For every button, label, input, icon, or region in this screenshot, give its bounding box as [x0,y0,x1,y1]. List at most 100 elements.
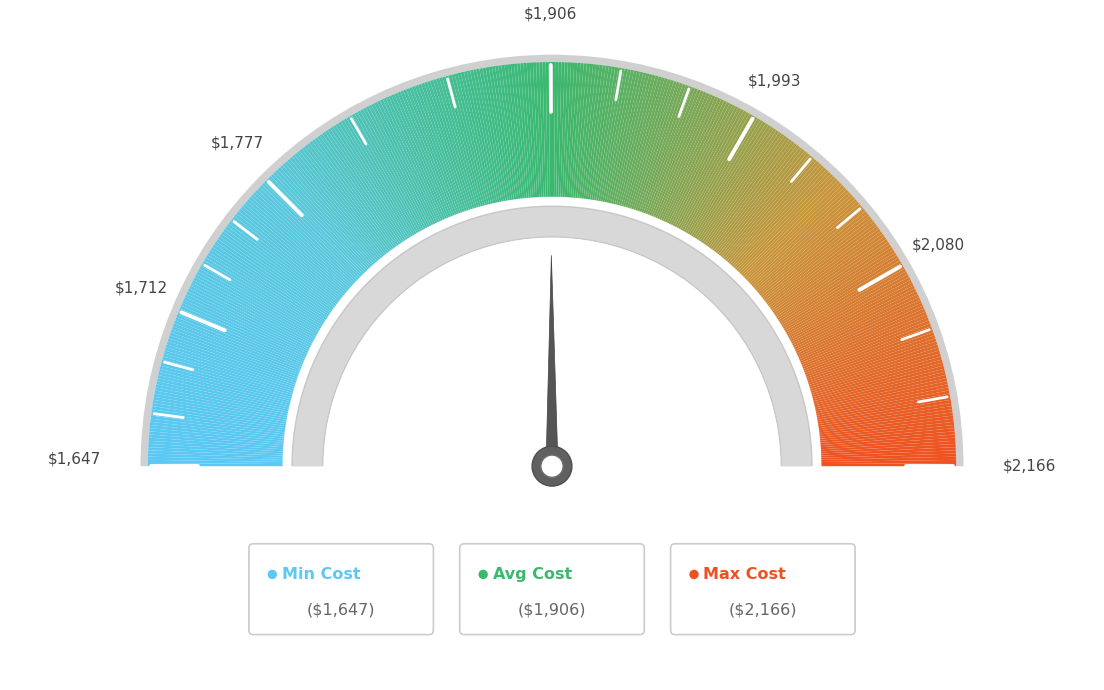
Wedge shape [730,163,821,266]
Wedge shape [779,250,895,324]
Wedge shape [452,74,487,205]
Wedge shape [749,190,849,284]
Wedge shape [322,132,401,244]
Wedge shape [385,97,443,221]
Wedge shape [718,147,803,255]
Wedge shape [821,451,956,457]
Wedge shape [769,228,881,310]
Wedge shape [151,409,285,431]
Wedge shape [301,147,386,255]
Wedge shape [680,110,746,230]
Wedge shape [270,174,367,273]
Wedge shape [571,63,584,197]
Wedge shape [182,300,307,357]
Wedge shape [635,82,680,210]
Wedge shape [156,384,288,413]
Wedge shape [161,359,293,397]
Wedge shape [412,86,460,213]
Wedge shape [682,112,750,231]
Wedge shape [406,88,457,215]
Wedge shape [542,62,548,197]
Wedge shape [781,253,896,326]
Wedge shape [592,66,615,200]
Wedge shape [415,85,463,213]
Wedge shape [436,78,477,208]
Wedge shape [236,211,343,297]
Wedge shape [598,68,625,201]
Wedge shape [760,208,866,296]
Wedge shape [608,71,640,204]
Wedge shape [752,194,853,286]
Circle shape [689,570,699,579]
Circle shape [478,570,488,579]
Wedge shape [325,130,402,244]
Wedge shape [698,127,774,241]
Wedge shape [703,132,782,244]
Wedge shape [737,174,834,273]
Wedge shape [217,237,330,315]
Text: $2,166: $2,166 [1004,459,1057,473]
Wedge shape [211,247,326,322]
Wedge shape [795,291,917,351]
Wedge shape [821,463,956,466]
Wedge shape [157,378,289,409]
Wedge shape [721,150,807,257]
Wedge shape [445,75,482,206]
Wedge shape [807,335,935,381]
Wedge shape [820,431,955,445]
Wedge shape [259,185,359,280]
Wedge shape [800,308,925,363]
Wedge shape [736,172,831,271]
Wedge shape [776,241,890,318]
Wedge shape [508,64,524,198]
Wedge shape [221,231,332,311]
Wedge shape [677,108,741,228]
Wedge shape [601,68,628,201]
Wedge shape [185,294,308,353]
Wedge shape [552,62,555,197]
Wedge shape [661,97,719,221]
Wedge shape [149,437,284,449]
Wedge shape [590,66,612,199]
Wedge shape [492,66,514,199]
Wedge shape [397,92,450,217]
Wedge shape [662,98,721,221]
Wedge shape [778,247,893,322]
Wedge shape [363,108,427,228]
Wedge shape [647,88,698,215]
Wedge shape [464,71,496,204]
Wedge shape [790,277,911,342]
Wedge shape [689,118,761,235]
Text: $1,993: $1,993 [747,73,802,88]
Wedge shape [821,453,956,460]
Wedge shape [821,457,956,462]
Wedge shape [540,62,545,197]
Wedge shape [289,157,379,262]
Wedge shape [309,141,392,250]
Wedge shape [556,62,562,197]
Wedge shape [693,121,766,237]
Wedge shape [257,187,357,282]
Wedge shape [774,237,887,315]
Wedge shape [808,342,937,385]
Wedge shape [815,378,947,409]
Wedge shape [157,381,288,411]
Wedge shape [470,70,499,202]
Wedge shape [817,391,949,417]
Wedge shape [573,63,587,198]
Wedge shape [761,211,868,297]
Wedge shape [794,288,916,350]
Wedge shape [153,393,287,420]
Wedge shape [148,447,283,455]
Wedge shape [788,271,907,338]
Wedge shape [811,359,943,397]
Wedge shape [732,165,824,267]
Wedge shape [818,400,952,424]
Wedge shape [264,180,361,277]
Wedge shape [810,351,941,391]
Text: $2,080: $2,080 [912,237,965,253]
Wedge shape [707,135,787,247]
Wedge shape [804,324,931,373]
Wedge shape [819,413,953,433]
Text: $1,712: $1,712 [115,281,168,295]
